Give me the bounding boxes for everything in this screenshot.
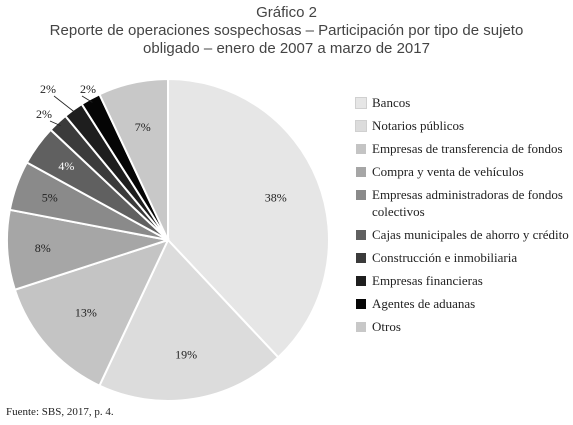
legend-item: Compra y venta de vehículos: [356, 163, 571, 180]
legend-label: Compra y venta de vehículos: [372, 164, 524, 179]
legend-item: Empresas administradoras de fondos colec…: [356, 186, 571, 220]
leader-line: [53, 95, 76, 114]
legend-label: Otros: [372, 319, 401, 334]
legend-label: Bancos: [372, 95, 411, 110]
legend-label: Cajas municipales de ahorro y crédito: [372, 227, 569, 242]
legend-label: Empresas administradoras de fondos colec…: [372, 187, 563, 219]
legend-item: Otros: [356, 318, 571, 335]
legend-label: Agentes de aduanas: [372, 296, 476, 311]
slice-value-label: 13%: [75, 305, 97, 319]
legend-item: Bancos: [355, 94, 571, 111]
legend-label: Notarios públicos: [372, 118, 465, 133]
chart-title: Gráfico 2: [256, 4, 317, 21]
legend-item: Empresas de transferencia de fondos: [356, 140, 571, 157]
legend-item: Empresas financieras: [356, 272, 571, 289]
legend-label: Empresas de transferencia de fondos: [372, 141, 563, 156]
slice-value-label: 2%: [80, 82, 96, 96]
legend-swatch: [356, 230, 366, 240]
legend-item: Cajas municipales de ahorro y crédito: [356, 226, 571, 243]
slice-value-label: 38%: [265, 190, 287, 204]
slice-value-label: 8%: [35, 241, 51, 255]
slice-value-label: 7%: [135, 120, 151, 134]
legend-item: Construcción e inmobiliaria: [356, 249, 571, 266]
source-note: Fuente: SBS, 2017, p. 4.: [6, 406, 114, 418]
slice-value-label: 19%: [175, 348, 197, 362]
legend-label: Empresas financieras: [372, 273, 483, 288]
slice-value-label: 2%: [40, 82, 56, 96]
slice-value-label: 4%: [58, 159, 74, 173]
legend-swatch: [355, 97, 367, 109]
legend-swatch: [356, 322, 366, 332]
legend-swatch: [356, 167, 366, 177]
legend-item: Agentes de aduanas: [356, 295, 571, 312]
chart-subtitle: Reporte de operaciones sospechosas – Par…: [49, 22, 524, 57]
leader-line: [49, 120, 61, 126]
legend-swatch: [356, 276, 366, 286]
pie-slice: [98, 238, 280, 402]
legend-swatch: [356, 144, 366, 154]
pie-slice: [167, 77, 330, 359]
legend-label: Construcción e inmobiliaria: [372, 250, 518, 265]
legend-item: Notarios públicos: [355, 117, 571, 134]
pie-slice: [98, 77, 169, 241]
leader-line: [81, 95, 93, 103]
legend-swatch: [356, 253, 366, 263]
legend-swatch: [356, 299, 366, 309]
slice-value-label: 5%: [42, 191, 58, 205]
legend-swatch: [356, 190, 366, 200]
pie-slice: [13, 238, 170, 388]
legend-swatch: [355, 120, 367, 132]
legend: Bancos Notarios públicos Empresas de trans…: [355, 94, 571, 341]
slice-value-label: 2%: [36, 107, 52, 121]
